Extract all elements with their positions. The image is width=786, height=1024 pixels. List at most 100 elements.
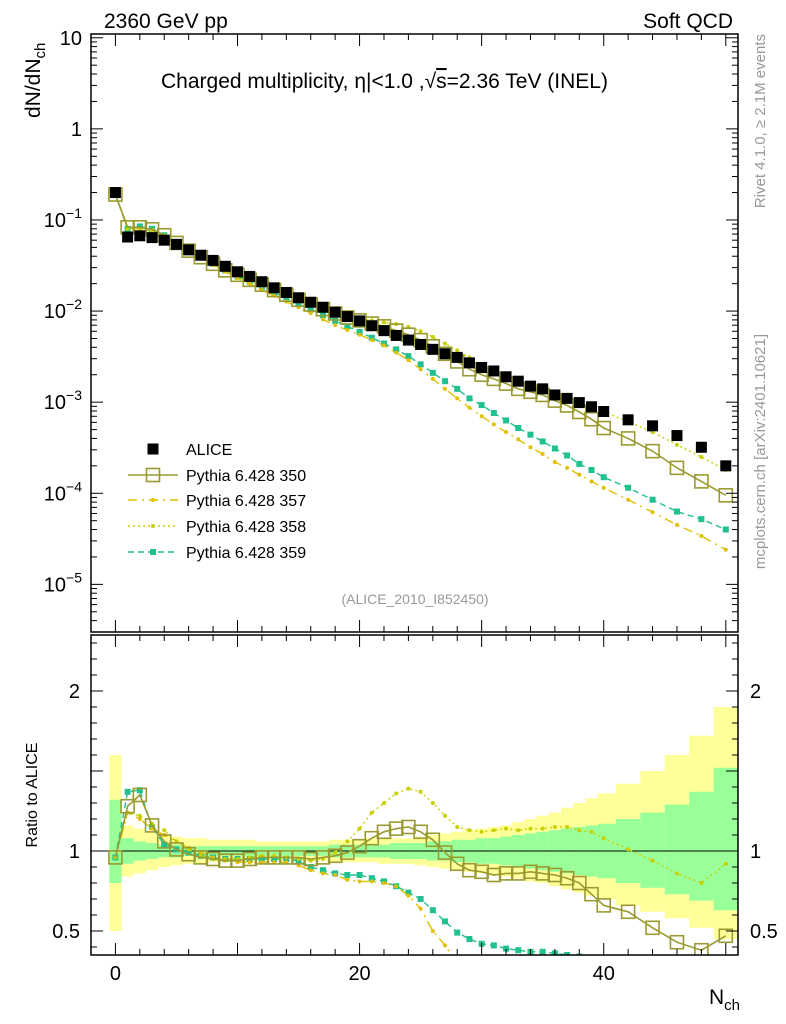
pythia-350-point xyxy=(669,460,685,476)
ratio-pythia-358-point xyxy=(626,847,631,852)
alice-point xyxy=(500,371,512,383)
pythia-359-point xyxy=(332,317,339,324)
alice-point xyxy=(256,276,268,288)
ratio-pythia-359-point xyxy=(589,955,595,961)
header-right-label: Soft QCD xyxy=(643,10,733,33)
alice-point xyxy=(415,338,427,350)
main-y-tick-label: 10−3 xyxy=(44,387,82,414)
ratio-y-tick-label-left: 2 xyxy=(69,681,80,703)
main-y-tick-label: 10−5 xyxy=(44,569,82,596)
title-sqrt: √ xyxy=(425,70,437,93)
ratio-pythia-358-point xyxy=(430,801,435,805)
ratio-pythia-350-point xyxy=(572,875,587,891)
alice-point xyxy=(293,292,305,304)
pythia-359-point xyxy=(539,438,546,445)
pythia-350-point xyxy=(437,346,453,362)
alice-point xyxy=(219,260,231,272)
ratio-pythia-350-point xyxy=(584,886,599,902)
ratio-pythia-357-point xyxy=(333,873,338,877)
ratio-plot-series xyxy=(108,786,734,961)
alice-point xyxy=(451,351,463,363)
ratio-pythia-359-point xyxy=(442,918,449,925)
title-s: s xyxy=(436,70,447,93)
alice-point xyxy=(354,315,366,327)
ratio-pythia-357-point xyxy=(394,884,399,889)
pythia-359-point xyxy=(136,223,143,230)
alice-point xyxy=(439,348,451,360)
ratio-pythia-358-point xyxy=(601,836,606,841)
pythia-357-point xyxy=(674,522,679,527)
alice-point xyxy=(170,238,182,250)
ratio-pythia-359-point xyxy=(307,864,314,870)
ratio-plot-frame xyxy=(90,634,739,956)
legend-marker xyxy=(150,549,156,555)
ratio-pythia-359-point xyxy=(503,945,510,952)
title-eta: η xyxy=(354,70,366,93)
ratio-pythia-359-point xyxy=(490,942,497,949)
ratio-pythia-358-point xyxy=(552,825,557,829)
pythia-357-point xyxy=(601,485,606,490)
pythia-357-point xyxy=(247,281,252,286)
ratio-uncertainty-bands xyxy=(109,707,738,939)
axis-ticks xyxy=(91,34,738,955)
ratio-pythia-358-point xyxy=(540,826,545,831)
alice-point xyxy=(183,244,195,256)
alice-point xyxy=(207,254,219,266)
pythia-357-point xyxy=(467,405,472,410)
band-green-bin xyxy=(640,812,665,888)
ratio-y-tick-label-left: 0.5 xyxy=(52,921,80,943)
ratio-pythia-350-point xyxy=(352,838,367,854)
ratio-pythia-358-point xyxy=(443,813,448,818)
pythia-350-point xyxy=(718,487,734,503)
main-series-358 xyxy=(113,192,728,473)
ratio-pythia-358-point xyxy=(369,810,374,815)
x-tick-label: 0 xyxy=(110,963,121,985)
ratio-pythia-359-point xyxy=(258,856,265,862)
pythia-359-point xyxy=(625,484,632,491)
pythia-359-point xyxy=(405,353,412,360)
main-y-tick-label: 10−2 xyxy=(44,296,82,323)
alice-point xyxy=(268,282,280,294)
x-tick-label: 40 xyxy=(593,963,615,985)
alice-point xyxy=(598,405,610,417)
pythia-357-point xyxy=(650,510,655,515)
pythia-357-point xyxy=(699,533,704,538)
ratio-pythia-359-point xyxy=(564,952,571,955)
ratio-pythia-358-point xyxy=(577,828,582,833)
ratio-pythia-350-point xyxy=(156,834,172,849)
legend-marker xyxy=(151,524,155,528)
alice-point xyxy=(109,187,121,199)
legend-label: Pythia 6.428 358 xyxy=(186,519,306,536)
pythia-350-point xyxy=(645,443,660,459)
pythia-358-point xyxy=(443,341,448,346)
ratio-pythia-358-point xyxy=(381,801,386,805)
rivet-version-label: Rivet 4.1.0, ≥ 2.1M events xyxy=(752,34,769,208)
ratio-pythia-358-point xyxy=(589,829,594,834)
alice-point xyxy=(280,286,292,298)
band-green-bin xyxy=(713,767,738,911)
ratio-pythia-357-point xyxy=(308,868,313,873)
title-part-post: =2.36 TeV (INEL) xyxy=(447,70,608,93)
alice-point xyxy=(427,343,439,355)
pythia-357-point xyxy=(430,376,435,381)
ratio-pythia-350-point xyxy=(413,824,428,840)
ratio-pythia-359-point xyxy=(136,787,143,794)
legend-label: ALICE xyxy=(186,442,232,459)
ratio-pythia-357-point xyxy=(369,879,374,884)
pythia-359-point xyxy=(649,496,656,503)
ratio-pythia-358-point xyxy=(162,828,167,833)
alice-point xyxy=(549,389,561,401)
ratio-pythia-350-point xyxy=(596,898,612,913)
ratio-pythia-350-point xyxy=(425,832,441,848)
chart-title: Charged multiplicity, η|<1.0 ,√s=2.36 Te… xyxy=(161,70,608,93)
legend-marker xyxy=(147,443,159,455)
alice-point xyxy=(158,234,170,246)
ratio-y-tick-label-right: 2 xyxy=(750,681,761,703)
pythia-359-point xyxy=(564,452,571,459)
alice-point xyxy=(720,460,732,472)
ratio-series-350 xyxy=(108,787,734,955)
alice-point xyxy=(537,383,549,395)
ratio-pythia-357-point xyxy=(320,871,325,876)
alice-point xyxy=(390,329,402,341)
ratio-pythia-350-point xyxy=(437,845,453,860)
